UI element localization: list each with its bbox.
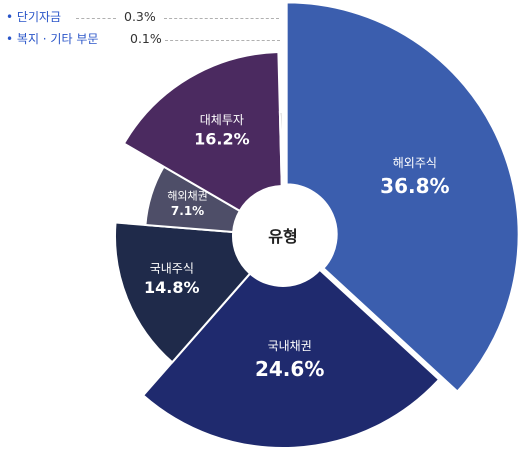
leader-line-welfare	[165, 40, 280, 41]
slice-value-label: 14.8%	[144, 278, 200, 297]
slice-name-label: 국내주식	[150, 261, 194, 275]
slice-name-label: 해외채권	[167, 189, 207, 203]
leader-line-short-term	[76, 18, 116, 19]
slice-overseas-stocks	[285, 1, 520, 393]
callout-row-short-term: • 단기자금	[6, 8, 61, 25]
callout-value-welfare: 0.1%	[130, 31, 162, 46]
slice-name-label: 국내채권	[268, 339, 312, 353]
callout-label-short-term: 단기자금	[16, 10, 62, 24]
callout-label-welfare: 복지 · 기타 부문	[16, 32, 99, 46]
donut-hole	[233, 186, 333, 286]
slice-name-label: 대체투자	[200, 113, 244, 127]
bullet-icon: •	[6, 32, 14, 46]
bullet-icon: •	[6, 10, 14, 24]
slice-value-label: 16.2%	[194, 130, 250, 149]
slice-value-label: 7.1%	[171, 204, 204, 218]
slice-welfare-other	[280, 24, 284, 188]
slice-domestic-bonds	[141, 268, 441, 449]
slice-value-label: 36.8%	[380, 174, 449, 198]
leader-line-short-term-tail	[164, 18, 279, 19]
callout-value-short-term: 0.3%	[124, 9, 156, 24]
slice-value-label: 24.6%	[255, 357, 324, 381]
callout-row-welfare: • 복지 · 기타 부문	[6, 30, 98, 47]
center-label: 유형	[268, 227, 297, 246]
slice-name-label: 해외주식	[393, 156, 437, 170]
